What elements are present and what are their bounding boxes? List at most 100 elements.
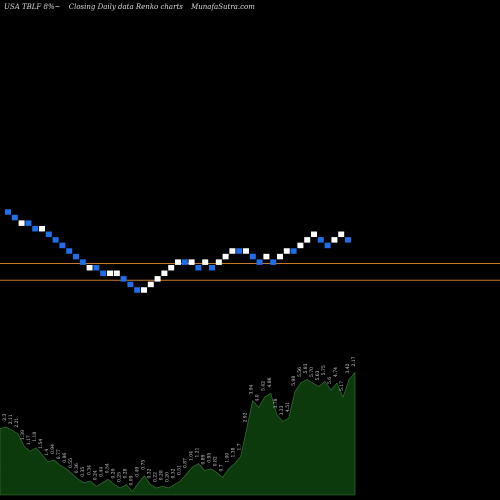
volume-label-11: 0.86 xyxy=(62,453,68,463)
brick-39 xyxy=(270,259,277,265)
volume-label-4: 1.39 xyxy=(20,430,26,440)
volume-label-25: 0.32 xyxy=(146,468,152,478)
brick-11 xyxy=(79,259,86,265)
brick-15 xyxy=(107,270,113,277)
volume-label-7: 1.54 xyxy=(38,439,44,449)
volume-label-18: 0.54 xyxy=(104,463,110,473)
brick-37 xyxy=(256,259,263,265)
brick-38 xyxy=(263,253,270,260)
brick-10 xyxy=(73,253,79,260)
brick-30 xyxy=(209,264,215,271)
renko-bricks xyxy=(5,209,351,293)
brick-44 xyxy=(304,237,311,243)
volume-label-1: 2.3 xyxy=(2,413,8,420)
volume-label-26: 0.22 xyxy=(152,472,158,482)
volume-label-6: 1.18 xyxy=(32,432,38,442)
volume-label-42: 3.94 xyxy=(249,384,255,394)
brick-22 xyxy=(154,276,161,282)
brick-41 xyxy=(283,248,290,254)
volume-fill xyxy=(0,371,356,496)
brick-43 xyxy=(297,242,304,249)
brick-9 xyxy=(66,248,73,254)
volume-label-48: 4.51 xyxy=(285,402,291,412)
volume-label-46: 3.78 xyxy=(273,398,279,408)
volume-label-0: 2.18 xyxy=(0,412,2,422)
volume-label-33: 1.21 xyxy=(195,447,201,457)
horizontal-lines xyxy=(0,263,500,281)
brick-31 xyxy=(215,259,222,265)
volume-label-5: 1.17 xyxy=(26,435,32,445)
brick-1 xyxy=(11,214,18,221)
volume-label-12: 0.55 xyxy=(68,458,74,468)
brick-21 xyxy=(147,281,154,288)
volume-label-45: 4.86 xyxy=(267,377,273,387)
volume-label-40: 1.7 xyxy=(237,443,243,450)
volume-label-36: 0.82 xyxy=(213,456,219,466)
volume-label-8: 1.4 xyxy=(44,448,50,455)
brick-34 xyxy=(236,248,243,254)
volume-label-51: 5.83 xyxy=(303,363,309,373)
volume-label-53: 5.63 xyxy=(315,370,321,380)
brick-24 xyxy=(168,264,175,271)
volume-label-57: 5.17 xyxy=(339,381,345,391)
volume-label-58: 3.42 xyxy=(345,363,351,373)
brick-3 xyxy=(25,220,32,226)
brick-35 xyxy=(243,248,249,254)
brick-17 xyxy=(120,276,127,282)
brick-13 xyxy=(93,264,100,271)
chart-header: USA TBLF 8%~ Closing Daily data Renko ch… xyxy=(4,3,261,11)
brick-4 xyxy=(32,225,39,232)
volume-label-41: 2.92 xyxy=(243,412,249,422)
volume-label-27: 0.28 xyxy=(158,470,164,480)
brick-32 xyxy=(222,253,229,260)
volume-label-44: 5.42 xyxy=(261,381,267,391)
brick-25 xyxy=(175,259,181,265)
volume-label-30: 0.51 xyxy=(177,465,183,475)
brick-40 xyxy=(277,253,283,260)
volume-label-37: 0.7 xyxy=(219,464,225,471)
volume-label-3: 2.21 xyxy=(14,418,20,428)
brick-16 xyxy=(113,270,120,277)
volume-label-23: 0.49 xyxy=(134,467,140,477)
brick-26 xyxy=(181,259,188,265)
brick-5 xyxy=(39,225,45,232)
volume-label-9: 0.94 xyxy=(50,444,56,454)
volume-label-13: 0.36 xyxy=(74,463,80,473)
brick-19 xyxy=(134,287,141,293)
volume-label-55: 5.6 xyxy=(327,377,333,384)
volume-label-54: 5.75 xyxy=(321,365,327,375)
volume-label-52: 5.70 xyxy=(309,367,315,377)
brick-0 xyxy=(5,209,11,215)
volume-label-43: 4.0 xyxy=(255,394,261,401)
ticker-label: USA TBLF 8%~ xyxy=(4,3,61,11)
brick-20 xyxy=(141,287,147,293)
volume-label-28: 0.20 xyxy=(164,472,170,482)
brick-49 xyxy=(338,231,345,238)
brick-8 xyxy=(59,242,66,249)
volume-label-19: 0.29 xyxy=(110,468,116,478)
volume-label-49: 5.98 xyxy=(291,376,297,386)
volume-label-24: 0.75 xyxy=(140,460,146,470)
chart-kind-label: Closing Daily data Renko charts xyxy=(68,3,183,11)
volume-label-39: 1.38 xyxy=(231,447,237,457)
volume-label-34: 0.89 xyxy=(201,454,207,464)
volume-label-20: 0.25 xyxy=(116,472,122,482)
volume-label-15: 0.34 xyxy=(86,465,92,475)
brick-46 xyxy=(317,237,324,243)
brick-42 xyxy=(290,248,297,254)
site-label: MunafaSutra.com xyxy=(191,3,255,11)
brick-12 xyxy=(86,264,93,271)
brick-27 xyxy=(188,259,195,265)
brick-47 xyxy=(324,242,331,249)
volume-area xyxy=(0,371,356,496)
volume-label-38: 1.00 xyxy=(225,453,231,463)
brick-28 xyxy=(195,264,202,271)
brick-18 xyxy=(127,281,134,288)
volume-label-29: 0.32 xyxy=(170,468,176,478)
brick-6 xyxy=(45,231,52,238)
brick-2 xyxy=(18,220,25,226)
volume-label-2: 2.11 xyxy=(8,414,14,424)
volume-label-56: 4.74 xyxy=(333,367,339,377)
volume-label-14: 0.35 xyxy=(80,467,86,477)
